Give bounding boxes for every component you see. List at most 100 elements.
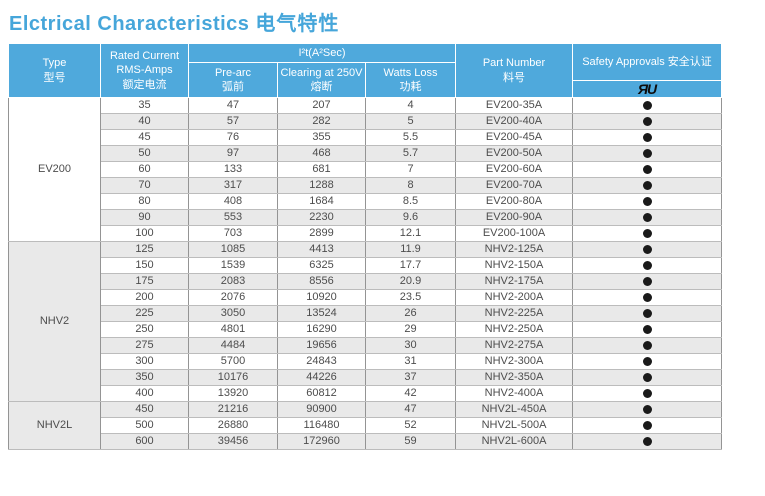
col-header-type: Type 型号	[8, 43, 101, 98]
col-header-safety-approvals: Safety Approvals 安全认证 ЯU	[572, 43, 723, 98]
clearing-cell: 468	[277, 145, 366, 162]
pre-arc-cell: 317	[188, 177, 278, 194]
rated-current-cell: 600	[100, 433, 189, 450]
ul-approved-dot	[642, 308, 652, 318]
rated-current-cell: 50	[100, 145, 189, 162]
col-header-i2t-group: I²t(A²Sec)	[187, 43, 457, 63]
part-number-cell: NHV2-275A	[455, 337, 574, 354]
ul-approved-dot	[642, 164, 652, 174]
pre-arc-cell: 1539	[188, 257, 278, 274]
watts-loss-cell: 20.9	[364, 273, 457, 290]
ul-approved-dot	[642, 404, 652, 414]
ul-approved-dot	[642, 340, 652, 350]
safety-approval-cell	[572, 337, 723, 354]
part-number-cell: NHV2-350A	[455, 369, 574, 386]
table-row: 250 4801 16290 29 NHV2-250A	[9, 321, 723, 338]
safety-approval-cell	[572, 129, 723, 146]
col-header-watts-loss: Watts Loss 功耗	[364, 62, 457, 98]
watts-loss-cell: 5.7	[364, 145, 457, 162]
ul-approved-dot	[642, 388, 652, 398]
ul-approved-dot	[642, 180, 652, 190]
safety-approval-cell	[572, 97, 723, 114]
clearing-cell: 282	[277, 113, 366, 130]
pre-arc-cell: 13920	[188, 385, 278, 402]
safety-approval-cell	[572, 177, 723, 194]
safety-approval-cell	[572, 321, 723, 338]
part-number-cell: NHV2L-450A	[455, 401, 574, 418]
clearing-cell: 60812	[277, 385, 366, 402]
clearing-cell: 116480	[277, 417, 366, 434]
part-number-cell: NHV2-225A	[455, 305, 574, 322]
part-number-cell: NHV2-175A	[455, 273, 574, 290]
watts-loss-cell: 52	[364, 417, 457, 434]
part-number-cell: EV200-45A	[455, 129, 574, 146]
clearing-cell: 4413	[277, 241, 366, 258]
table-row: NHV2L 450 21216 90900 47 NHV2L-450A	[8, 401, 723, 450]
rated-current-cell: 400	[100, 385, 189, 402]
safety-approval-cell	[572, 225, 723, 242]
safety-approval-cell	[572, 401, 723, 418]
rated-current-cell: 450	[100, 401, 189, 418]
safety-approval-cell	[572, 161, 723, 178]
part-number-cell: EV200-100A	[455, 225, 574, 242]
rated-current-cell: 45	[100, 129, 189, 146]
pre-arc-cell: 97	[188, 145, 278, 162]
clearing-cell: 13524	[277, 305, 366, 322]
clearing-cell: 16290	[277, 321, 366, 338]
clearing-cell: 172960	[277, 433, 366, 450]
safety-approval-cell	[572, 113, 723, 130]
part-number-cell: NHV2L-500A	[455, 417, 574, 434]
watts-loss-cell: 47	[364, 401, 457, 418]
table-row: 50 97 468 5.7 EV200-50A	[9, 145, 723, 162]
electrical-characteristics-table: Type 型号 Rated Current RMS-Amps 额定电流 I²t(…	[8, 43, 723, 450]
rated-current-cell: 225	[100, 305, 189, 322]
table-row: 45 76 355 5.5 EV200-45A	[9, 129, 723, 146]
pre-arc-cell: 408	[188, 193, 278, 210]
pre-arc-cell: 553	[188, 209, 278, 226]
table-row: 500 26880 116480 52 NHV2L-500A	[9, 417, 723, 434]
watts-loss-cell: 4	[364, 97, 457, 114]
page-title-en: Elctrical Characteristics	[9, 13, 250, 35]
ul-approved-dot	[642, 292, 652, 302]
clearing-cell: 8556	[277, 273, 366, 290]
ul-approved-dot	[642, 148, 652, 158]
safety-approval-cell	[572, 209, 723, 226]
clearing-cell: 90900	[277, 401, 366, 418]
safety-approval-cell	[572, 353, 723, 370]
watts-loss-cell: 17.7	[364, 257, 457, 274]
clearing-cell: 19656	[277, 337, 366, 354]
part-number-cell: NHV2-300A	[455, 353, 574, 370]
ul-approved-dot	[642, 116, 652, 126]
table-body: EV200 35 47 207 4 EV200-35A 40 57 282 5 EV200-40A 4…	[8, 97, 723, 450]
table-row: 175 2083 8556 20.9 NHV2-175A	[9, 273, 723, 290]
col-header-pre-arc: Pre-arc 弧前	[188, 62, 278, 98]
table-row: 400 13920 60812 42 NHV2-400A	[9, 385, 723, 402]
table-row: 600 39456 172960 59 NHV2L-600A	[9, 433, 723, 450]
part-number-cell: NHV2L-600A	[455, 433, 574, 450]
table-row: 100 703 2899 12.1 EV200-100A	[9, 225, 723, 242]
part-number-cell: EV200-60A	[455, 161, 574, 178]
ul-approved-dot	[642, 276, 652, 286]
pre-arc-cell: 3050	[188, 305, 278, 322]
pre-arc-cell: 21216	[188, 401, 278, 418]
part-number-cell: EV200-50A	[455, 145, 574, 162]
table-row: 350 10176 44226 37 NHV2-350A	[9, 369, 723, 386]
watts-loss-cell: 5.5	[364, 129, 457, 146]
pre-arc-cell: 26880	[188, 417, 278, 434]
ul-approved-dot	[642, 356, 652, 366]
clearing-cell: 24843	[277, 353, 366, 370]
table-row: 225 3050 13524 26 NHV2-225A	[9, 305, 723, 322]
ul-approved-dot	[642, 228, 652, 238]
table-row: 70 317 1288 8 EV200-70A	[9, 177, 723, 194]
watts-loss-cell: 29	[364, 321, 457, 338]
part-number-cell: EV200-70A	[455, 177, 574, 194]
table-row: 300 5700 24843 31 NHV2-300A	[9, 353, 723, 370]
table-row: 150 1539 6325 17.7 NHV2-150A	[9, 257, 723, 274]
clearing-cell: 207	[277, 97, 366, 114]
ul-approved-dot	[642, 420, 652, 430]
safety-approval-cell	[572, 289, 723, 306]
part-number-cell: NHV2-250A	[455, 321, 574, 338]
watts-loss-cell: 5	[364, 113, 457, 130]
rated-current-cell: 300	[100, 353, 189, 370]
table-header: Type 型号 Rated Current RMS-Amps 额定电流 I²t(…	[8, 43, 723, 98]
